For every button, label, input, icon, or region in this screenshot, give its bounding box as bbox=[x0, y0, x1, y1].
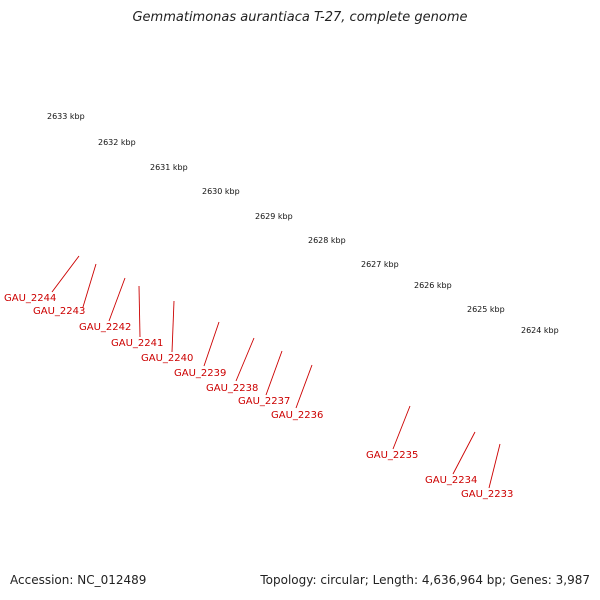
gene-label: GAU_2242 bbox=[79, 322, 131, 333]
gene-leader-line bbox=[235, 337, 255, 382]
gene-label: GAU_2239 bbox=[174, 368, 226, 379]
gene-label: GAU_2234 bbox=[425, 475, 477, 486]
accession-text: Accession: NC_012489 bbox=[10, 573, 147, 587]
gene-label: GAU_2236 bbox=[271, 410, 323, 421]
kbp-label: 2626 kbp bbox=[414, 281, 452, 290]
map-title: Gemmatimonas aurantiaca T-27, complete g… bbox=[132, 10, 468, 25]
kbp-label: 2629 kbp bbox=[255, 212, 293, 221]
gene-leader-line bbox=[452, 431, 476, 475]
gene-label: GAU_2241 bbox=[111, 338, 163, 349]
gene-label: GAU_2244 bbox=[4, 293, 56, 304]
gene-leader-line bbox=[295, 364, 313, 409]
kbp-label: 2628 kbp bbox=[308, 236, 346, 245]
gene-leader-line bbox=[82, 263, 97, 308]
genome-summary-text: Topology: circular; Length: 4,636,964 bp… bbox=[260, 573, 590, 587]
kbp-label: 2627 kbp bbox=[361, 260, 399, 269]
gene-labels: GAU_2244 GAU_2243 GAU_2242 GAU_2241 GAU_2240… bbox=[4, 255, 513, 500]
gene-label: GAU_2243 bbox=[33, 306, 85, 317]
gene-leader-line bbox=[51, 255, 80, 293]
gene-leader-line bbox=[392, 405, 411, 450]
kbp-label: 2624 kbp bbox=[521, 326, 559, 335]
kbp-label: 2631 kbp bbox=[150, 163, 188, 172]
kbp-label: 2625 kbp bbox=[467, 305, 505, 314]
kbp-label: 2632 kbp bbox=[98, 138, 136, 147]
gene-label: GAU_2238 bbox=[206, 383, 258, 394]
kbp-label: 2633 kbp bbox=[47, 112, 85, 121]
gene-leader-line bbox=[171, 300, 175, 353]
gene-leader-line bbox=[265, 350, 283, 396]
gene-label: GAU_2237 bbox=[238, 396, 290, 407]
gene-label: GAU_2235 bbox=[366, 450, 418, 461]
gene-leader-line bbox=[108, 277, 126, 322]
gene-leader-line bbox=[203, 321, 220, 367]
gene-leader-line bbox=[488, 443, 501, 489]
kbp-label: 2630 kbp bbox=[202, 187, 240, 196]
kbp-labels: 2633 kbp 2632 kbp 2631 kbp 2630 kbp 2629 kbp… bbox=[47, 112, 559, 335]
gene-leader-line bbox=[138, 285, 141, 338]
gene-label: GAU_2240 bbox=[141, 353, 193, 364]
gene-label: GAU_2233 bbox=[461, 489, 513, 500]
